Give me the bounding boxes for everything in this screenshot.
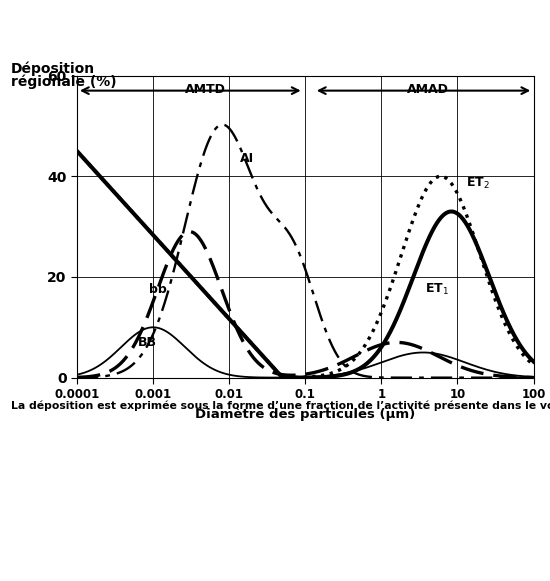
Text: AMTD: AMTD — [185, 83, 226, 96]
Text: BB: BB — [138, 336, 157, 349]
Text: ET$_1$: ET$_1$ — [426, 282, 449, 297]
Text: La déposition est exprimée sous la forme d’une fraction de l’activité présente d: La déposition est exprimée sous la forme… — [11, 401, 550, 411]
Text: régionale (%): régionale (%) — [11, 74, 117, 89]
X-axis label: Diamètre des particules (μm): Diamètre des particules (μm) — [195, 408, 415, 421]
Text: ET$_2$: ET$_2$ — [466, 176, 490, 191]
Text: AI: AI — [240, 152, 255, 165]
Text: AMAD: AMAD — [408, 83, 449, 96]
Text: Déposition: Déposition — [11, 61, 95, 76]
Text: bb: bb — [149, 283, 167, 296]
